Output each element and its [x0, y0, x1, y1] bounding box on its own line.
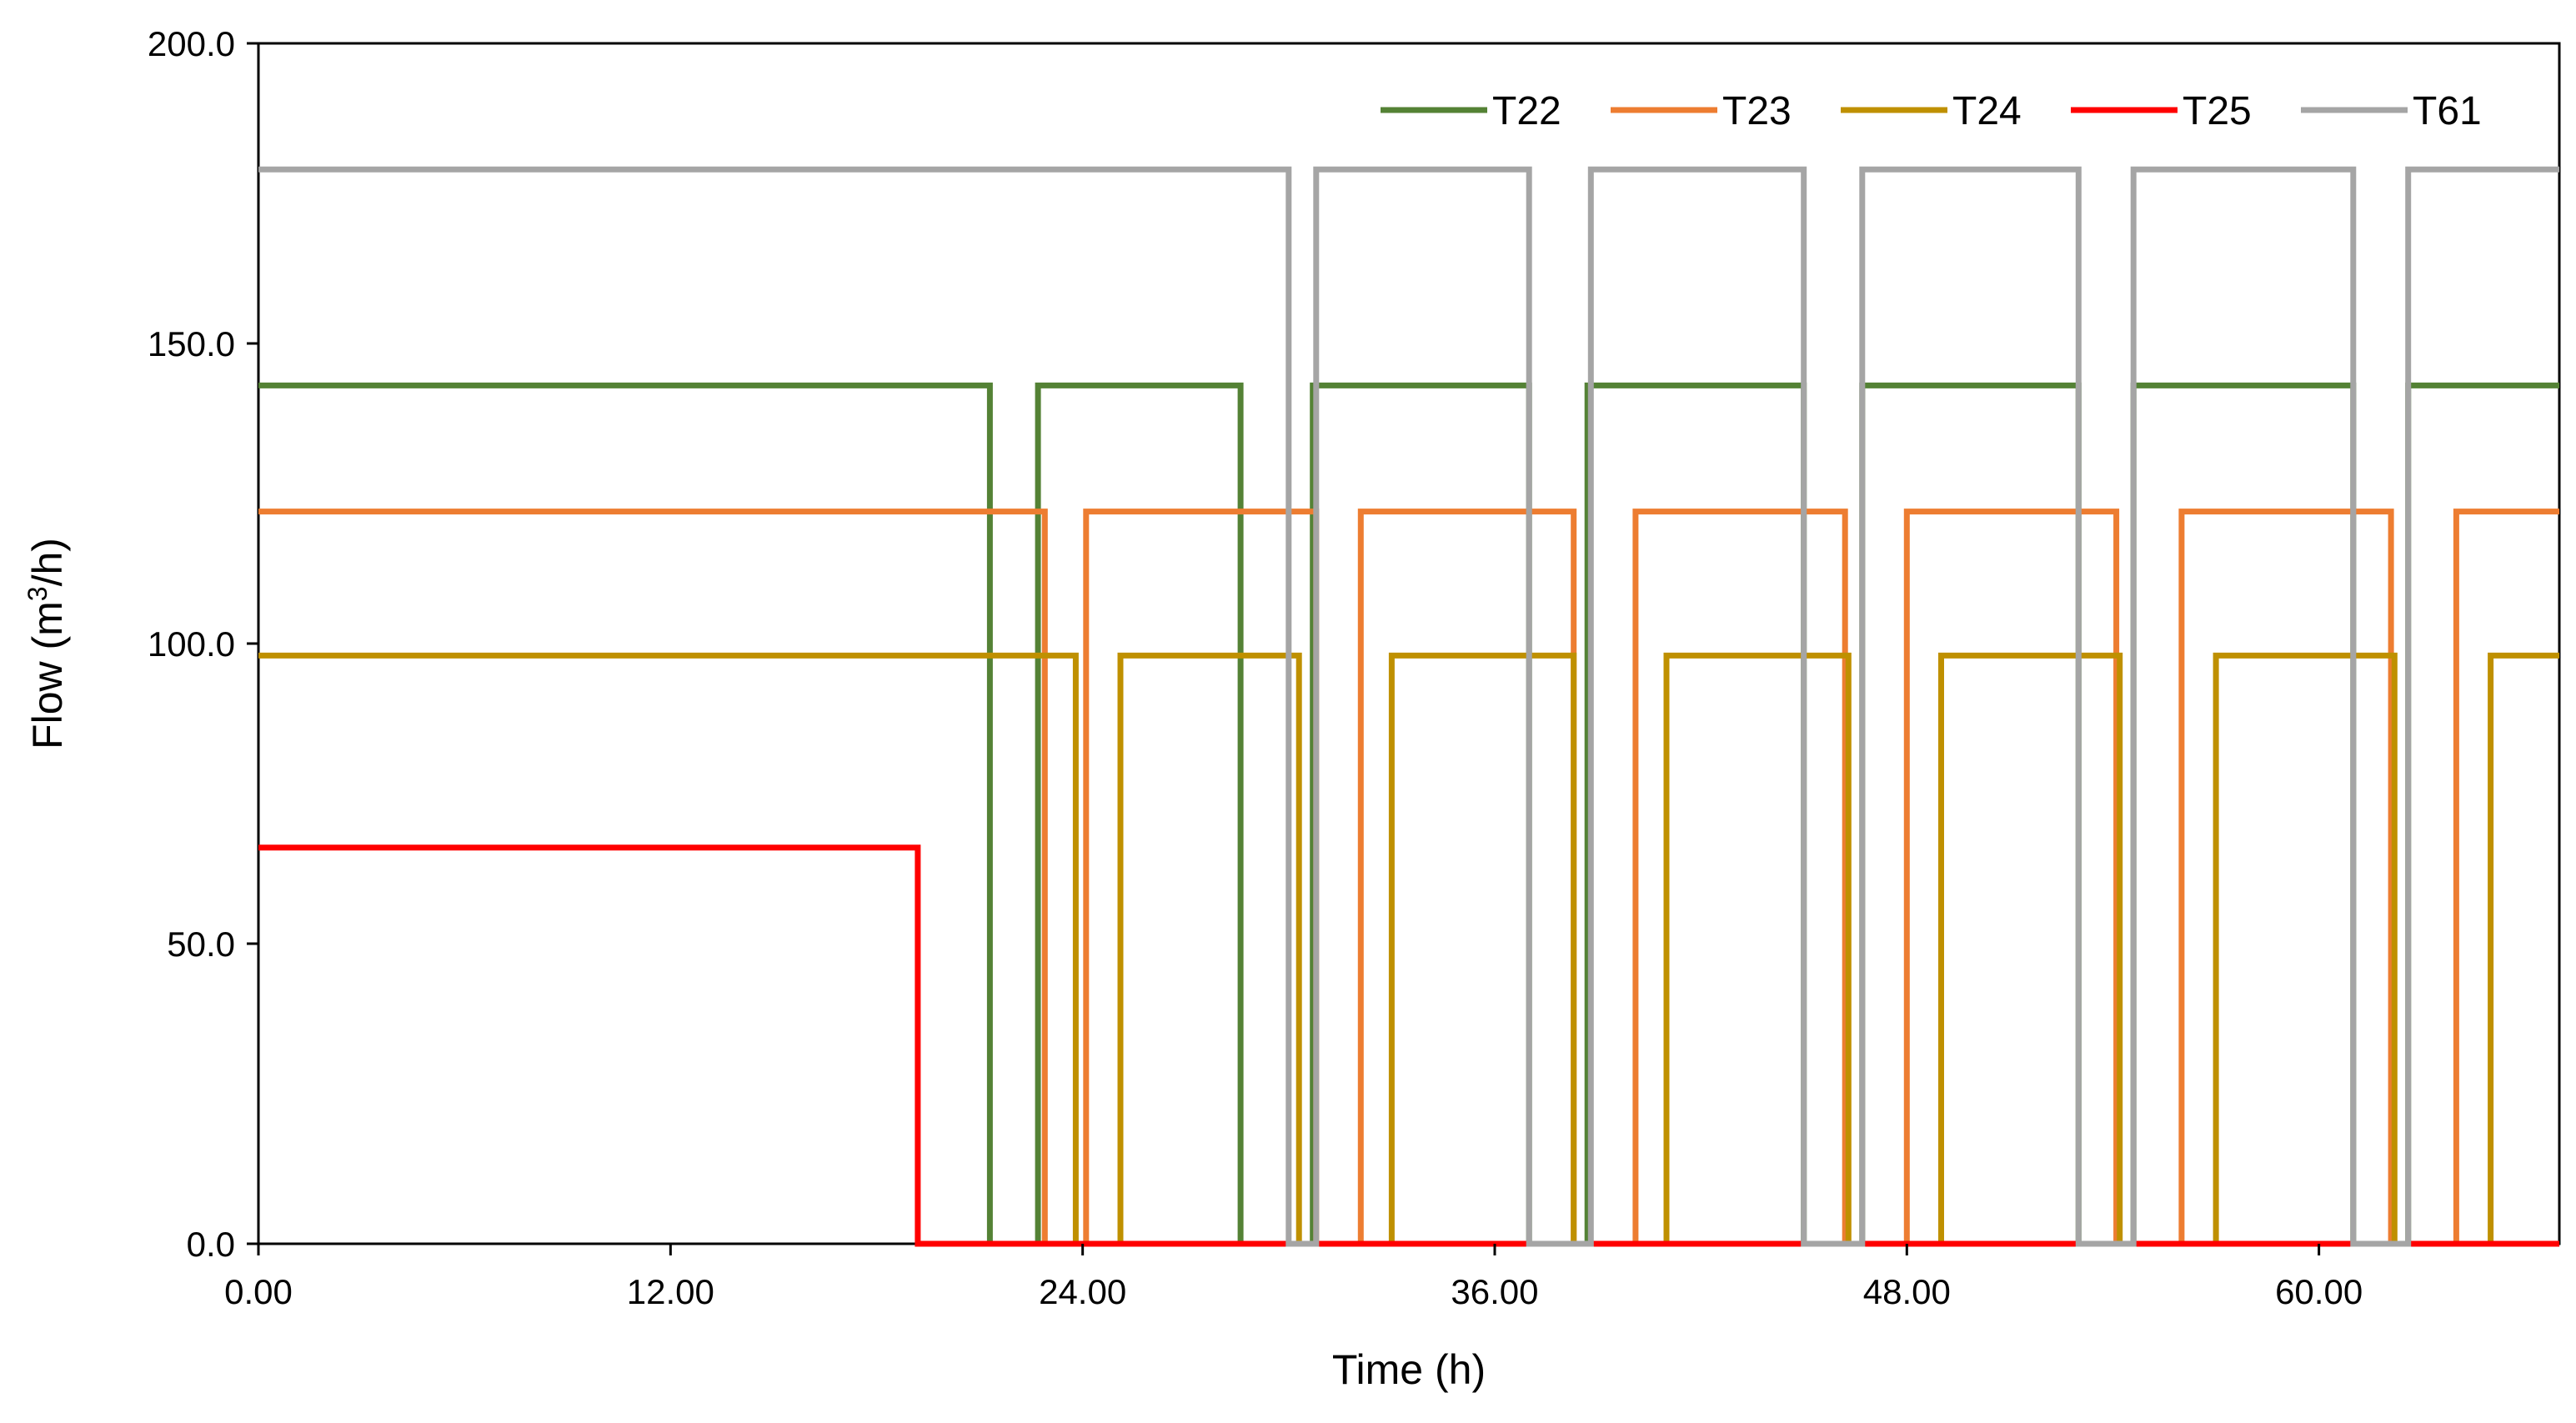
series-layer	[258, 166, 2559, 1247]
y-tick-label: 150.0	[148, 324, 235, 363]
legend: T22 T23 T24 T25 T61	[1381, 89, 2482, 133]
x-tick-label: 36.00	[1451, 1272, 1538, 1311]
y-axis-title-prefix: Flow (m	[24, 601, 71, 749]
y-axis-ticks: 0.0 50.0 100.0 150.0 200.0	[148, 24, 258, 1264]
x-axis-title: Time (h)	[1332, 1346, 1486, 1393]
legend-label-t22: T22	[1492, 89, 1561, 133]
y-tick-label: 50.0	[167, 924, 235, 964]
legend-label-t25: T25	[2183, 89, 2252, 133]
y-axis-title-superscript: 3	[23, 586, 53, 601]
x-axis-ticks: 0.00 12.00 24.00 36.00 48.00 60.00	[224, 1244, 2363, 1311]
x-tick-label: 60.00	[2275, 1272, 2363, 1311]
series-line-t22	[258, 382, 2559, 1247]
x-tick-label: 12.00	[627, 1272, 714, 1311]
y-axis-title-suffix: /h)	[24, 538, 71, 586]
x-tick-label: 0.00	[224, 1272, 293, 1311]
y-axis-title: Flow (m3/h)	[23, 538, 71, 749]
y-tick-label: 0.0	[187, 1225, 235, 1264]
series-line-t61	[258, 166, 2559, 1247]
legend-label-t24: T24	[1952, 89, 2022, 133]
legend-label-t61: T61	[2413, 89, 2482, 133]
series-line-t24	[258, 652, 2559, 1247]
x-tick-label: 48.00	[1863, 1272, 1951, 1311]
y-tick-label: 200.0	[148, 24, 235, 63]
x-tick-label: 24.00	[1039, 1272, 1126, 1311]
y-tick-label: 100.0	[148, 624, 235, 664]
series-line-t25	[258, 844, 2559, 1247]
legend-label-t23: T23	[1722, 89, 1792, 133]
